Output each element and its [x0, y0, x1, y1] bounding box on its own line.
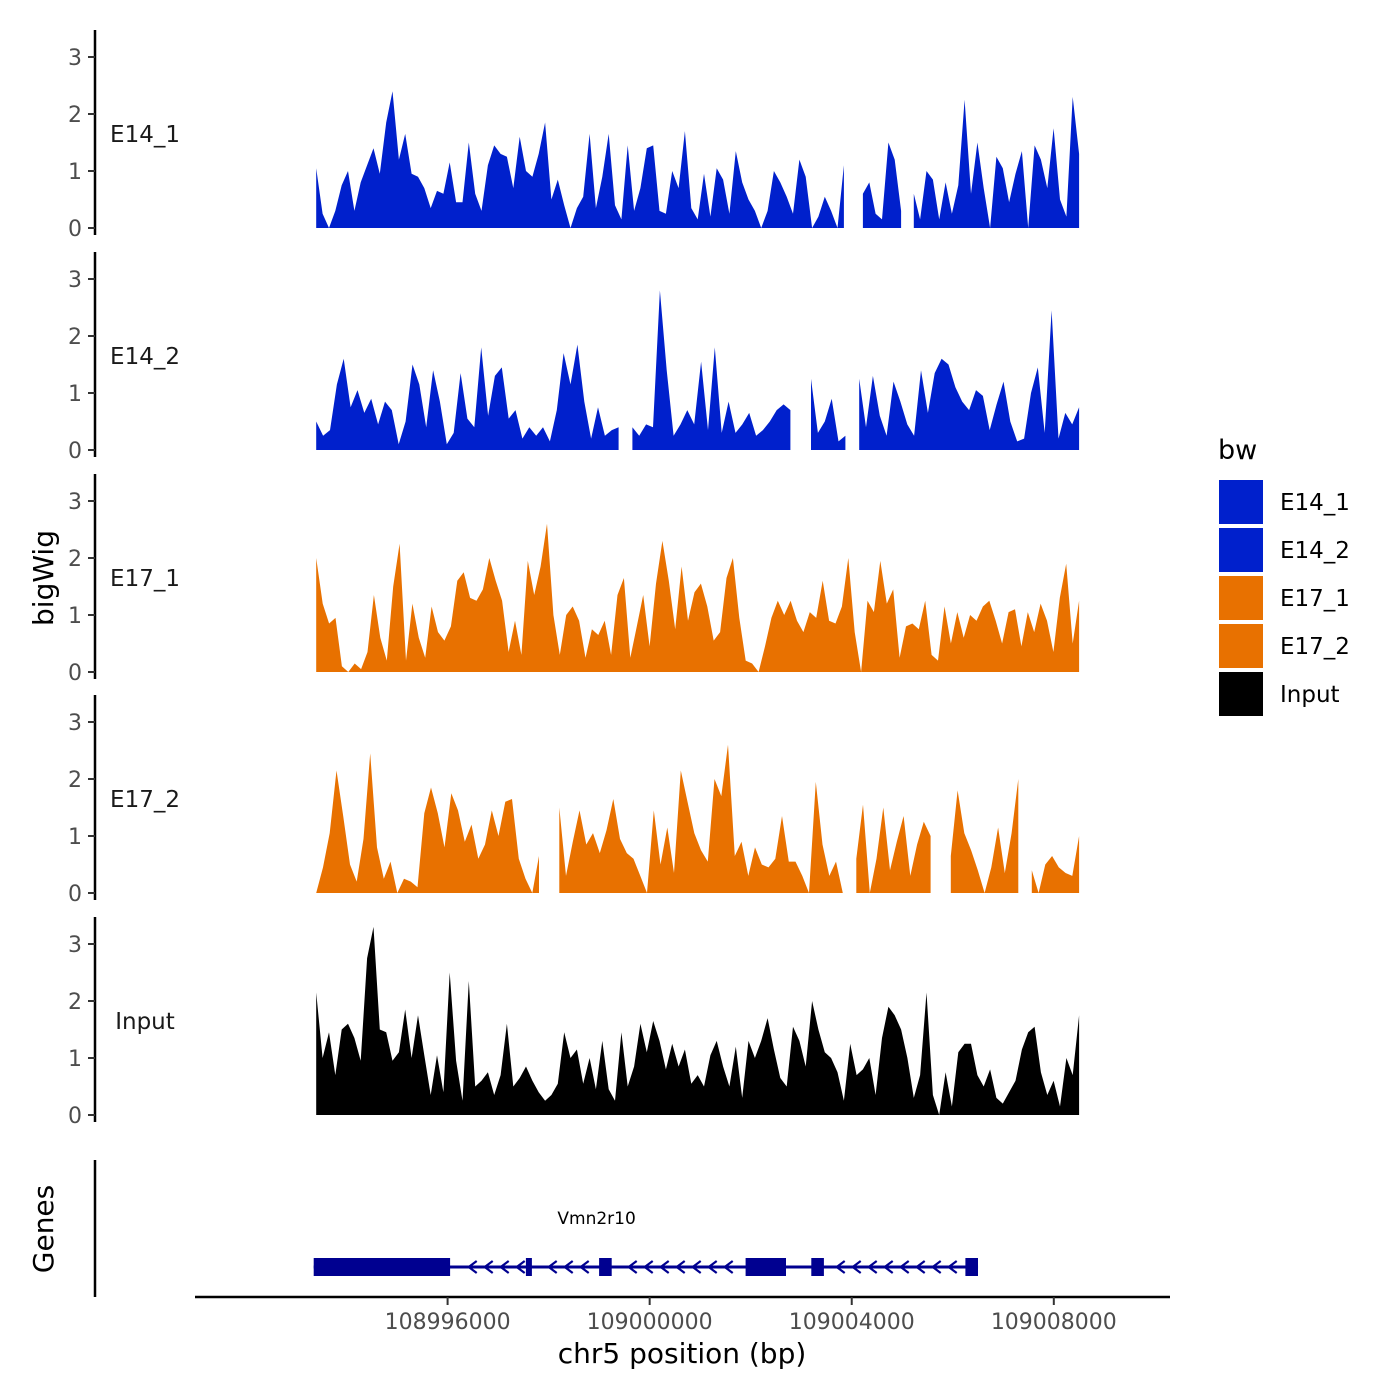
track-e14-2: 0 1 2 3 E14_2 — [68, 252, 1080, 464]
x-tick-label: 108996000 — [385, 1310, 511, 1335]
legend-swatch — [1219, 576, 1263, 620]
strand-arrow — [498, 1260, 510, 1274]
y-tick-label: 1 — [68, 160, 82, 185]
track-e14-1: 0 1 2 3 E14_1 — [68, 30, 1080, 242]
legend-label: Input — [1280, 682, 1340, 708]
strand-arrow — [482, 1260, 494, 1274]
gene-exon — [811, 1258, 824, 1276]
legend-label: E14_1 — [1280, 490, 1350, 516]
gene-track: Vmn2r10 — [93, 1160, 979, 1297]
coverage-area — [316, 91, 844, 228]
strand-arrow — [834, 1260, 846, 1274]
track-label: Input — [115, 1009, 175, 1035]
y-tick-label: 0 — [68, 1104, 82, 1129]
coverage-area — [316, 753, 539, 893]
legend: bw E14_1 E14_2 E17_1 E17_2 Input — [1218, 435, 1350, 716]
y-tick-label: 0 — [68, 661, 82, 686]
coverage-area — [316, 344, 619, 450]
x-tick-label: 109000000 — [587, 1310, 713, 1335]
track-label: E17_2 — [110, 787, 180, 813]
legend-label: E14_2 — [1280, 538, 1350, 564]
strand-arrow — [674, 1260, 686, 1274]
y-tick-label: 3 — [68, 268, 82, 293]
strand-arrow — [850, 1260, 862, 1274]
gene-name-label: Vmn2r10 — [557, 1209, 635, 1229]
y-tick-label: 2 — [68, 768, 82, 793]
y-tick-label: 2 — [68, 547, 82, 572]
y-tick-label: 3 — [68, 490, 82, 515]
legend-swatch — [1219, 624, 1263, 668]
coverage-area — [862, 142, 902, 228]
track-input: 0 1 2 3 Input — [68, 917, 1080, 1129]
strand-arrow — [722, 1260, 734, 1274]
legend-swatch — [1219, 480, 1263, 524]
gene-exon — [313, 1258, 451, 1276]
y-tick-label: 1 — [68, 1047, 82, 1072]
strand-arrow — [706, 1260, 718, 1274]
track-label: E14_2 — [110, 344, 180, 370]
strand-arrow — [546, 1260, 558, 1274]
legend-label: E17_1 — [1280, 586, 1350, 612]
y-tick-label: 0 — [68, 439, 82, 464]
x-axis: 108996000 109000000 109004000 109008000 — [195, 1295, 1170, 1335]
coverage-area — [859, 310, 1080, 450]
y-tick-label: 1 — [68, 382, 82, 407]
x-axis-title: chr5 position (bp) — [558, 1337, 807, 1370]
gene-exon — [965, 1258, 978, 1276]
strand-arrow — [898, 1260, 910, 1274]
strand-arrow — [514, 1260, 526, 1274]
x-tick-label: 109004000 — [789, 1310, 915, 1335]
y-tick-label: 0 — [68, 882, 82, 907]
y-tick-label: 3 — [68, 933, 82, 958]
track-label: E14_1 — [110, 122, 180, 148]
strand-arrow — [946, 1260, 958, 1274]
strand-arrow — [626, 1260, 638, 1274]
gene-exon — [525, 1258, 532, 1276]
coverage-area — [316, 523, 1080, 672]
gene-exon — [599, 1258, 612, 1276]
y-axis-title: bigWig — [27, 530, 60, 626]
y-tick-label: 3 — [68, 46, 82, 71]
coverage-area — [316, 926, 1080, 1115]
strand-arrow — [658, 1260, 670, 1274]
strand-arrow — [866, 1260, 878, 1274]
legend-title: bw — [1218, 435, 1257, 466]
y-tick-label: 2 — [68, 103, 82, 128]
legend-swatch — [1219, 528, 1263, 572]
genes-axis-title: Genes — [27, 1185, 60, 1273]
y-tick-label: 2 — [68, 990, 82, 1015]
y-tick-label: 1 — [68, 604, 82, 629]
legend-label: E17_2 — [1280, 634, 1350, 660]
legend-swatch — [1219, 672, 1263, 716]
coverage-area — [950, 779, 1019, 893]
y-tick-label: 2 — [68, 325, 82, 350]
track-label: E17_1 — [110, 566, 180, 592]
strand-arrow — [578, 1260, 590, 1274]
coverage-area — [632, 290, 791, 450]
strand-arrow — [642, 1260, 654, 1274]
strand-arrow — [562, 1260, 574, 1274]
coverage-area — [856, 804, 931, 893]
y-tick-label: 0 — [68, 217, 82, 242]
coverage-area — [559, 744, 843, 893]
track-e17-1: 0 1 2 3 E17_1 — [68, 474, 1080, 686]
coverage-area — [811, 378, 846, 450]
y-tick-label: 3 — [68, 711, 82, 736]
coverage-area — [1031, 836, 1080, 893]
x-tick-label: 109008000 — [991, 1310, 1117, 1335]
coverage-area — [913, 96, 1080, 229]
strand-arrow — [690, 1260, 702, 1274]
y-tick-label: 1 — [68, 825, 82, 850]
strand-arrow — [930, 1260, 942, 1274]
strand-arrow — [882, 1260, 894, 1274]
track-e17-2: 0 1 2 3 E17_2 — [68, 695, 1080, 907]
gene-exon — [745, 1258, 786, 1276]
strand-arrow — [466, 1260, 478, 1274]
strand-arrow — [914, 1260, 926, 1274]
coverage-tracks: 0 1 2 3 E14_1 0 1 2 3 E14_2 0 1 2 3 E17_1 0 1 2 3 E17_2 0 1 2 3… — [68, 30, 1080, 1129]
